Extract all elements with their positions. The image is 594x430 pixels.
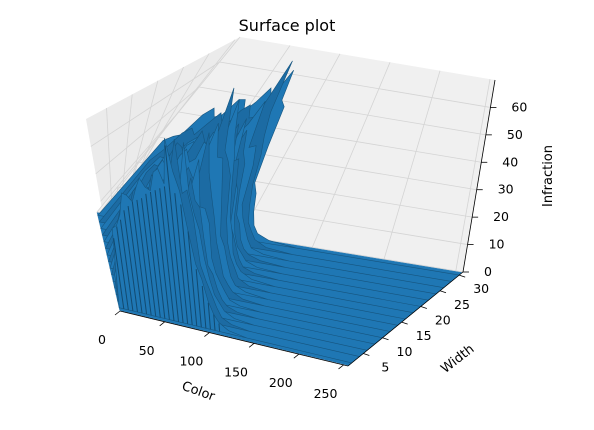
y-tick-label: 25	[454, 297, 470, 312]
surface-edge	[163, 186, 180, 322]
z-tick-label: 0	[484, 264, 492, 279]
grid-line	[240, 53, 341, 236]
x-tick-label: 100	[179, 354, 203, 369]
surface-edge	[145, 193, 161, 318]
surface-edge	[131, 201, 148, 315]
x-tick	[204, 332, 210, 337]
surface-edge	[195, 269, 202, 328]
surface-edge	[113, 238, 125, 309]
surface-mesh	[96, 60, 463, 366]
y-tick-label: 15	[416, 328, 432, 343]
grid-line	[97, 39, 236, 216]
z-tick-label: 50	[507, 127, 523, 142]
z-tick-label: 10	[489, 237, 505, 252]
grid-line	[219, 61, 491, 108]
y-axis-label: Width	[438, 342, 477, 377]
z-tick-label: 20	[493, 209, 509, 224]
surface-edge	[213, 314, 216, 331]
x-tick	[159, 321, 165, 327]
x-tick-label: 0	[98, 332, 106, 347]
surface-edge	[159, 188, 175, 321]
x-axis-label: Color	[180, 379, 218, 405]
y-tick	[439, 290, 447, 294]
y-tick-label: 30	[473, 281, 489, 296]
x-tick	[293, 353, 300, 359]
x-tick	[338, 364, 344, 370]
x-tick-label: 200	[269, 375, 293, 390]
surface-edge	[164, 145, 184, 323]
surface-edge	[123, 210, 138, 313]
x-tick-label: 250	[314, 386, 338, 401]
left-pane	[86, 37, 240, 311]
surface-edge	[174, 193, 189, 324]
surface-edge	[119, 219, 134, 312]
surface-edge	[141, 198, 157, 317]
x-tick	[114, 310, 121, 316]
y-tick	[420, 306, 427, 309]
z-tick-label: 30	[498, 182, 514, 197]
z-axis-line	[462, 79, 496, 273]
surface-edge	[187, 231, 198, 327]
z-tick-label: 60	[511, 99, 527, 114]
grid-line	[311, 62, 391, 248]
y-tick	[459, 274, 466, 278]
y-tick	[401, 321, 408, 325]
axis-lines	[119, 79, 496, 367]
grid-line	[455, 79, 491, 271]
y-axis-line	[347, 271, 464, 367]
y-tick	[363, 353, 370, 356]
surface-edge	[154, 190, 170, 320]
chart-title: Surface plot	[239, 16, 336, 35]
grid-line	[90, 61, 220, 147]
y-tick-label: 10	[397, 344, 413, 359]
x-tick	[248, 343, 255, 348]
x-tick-label: 50	[139, 343, 155, 358]
surface-edge	[201, 285, 207, 329]
surface-edge	[136, 199, 152, 316]
y-tick-label: 20	[435, 313, 451, 328]
grid-line	[100, 111, 180, 202]
z-tick-label: 40	[502, 154, 518, 169]
surface-edge	[207, 302, 211, 330]
grid-line	[199, 86, 486, 136]
grid-line	[383, 70, 441, 260]
grid-line	[95, 86, 200, 175]
surface-edge	[149, 191, 166, 319]
y-tick-label: 5	[381, 360, 389, 375]
y-tick	[382, 337, 389, 341]
z-axis-label: Infraction	[541, 145, 556, 207]
x-axis-line	[119, 310, 349, 367]
surface-edge	[116, 226, 129, 310]
surface-edge	[127, 205, 143, 314]
surface-edge	[180, 204, 193, 326]
x-tick-label: 150	[224, 364, 248, 379]
surface-edge	[218, 323, 221, 332]
